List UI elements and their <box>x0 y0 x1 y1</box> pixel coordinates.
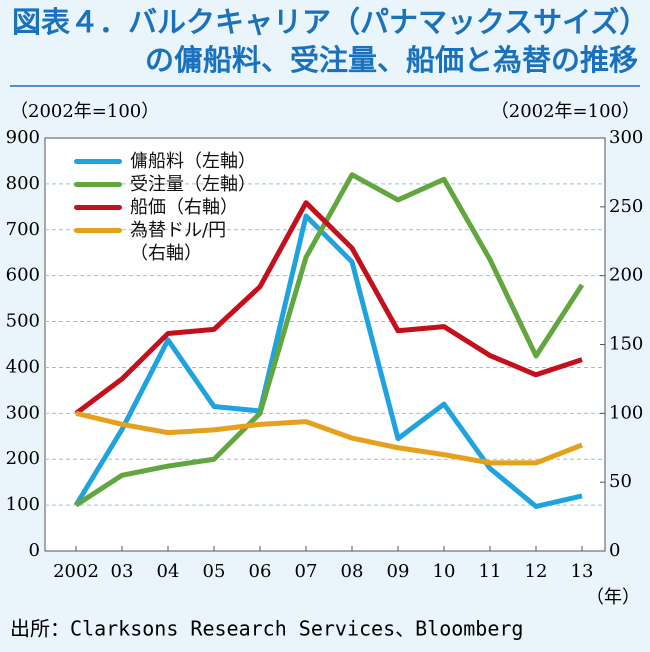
series-line <box>74 200 583 416</box>
legend-item: 受注量（左軸） <box>72 173 292 196</box>
y2-tick-label: 200 <box>609 265 643 286</box>
x-axis-label: （年） <box>586 587 640 608</box>
y2-tick-label: 300 <box>609 127 643 148</box>
y-tick-label: 500 <box>6 311 40 332</box>
legend-label: 受注量（左軸） <box>130 174 256 195</box>
x-tick-label: 2002 <box>53 561 99 582</box>
series-line <box>74 172 585 508</box>
y-tick-label: 800 <box>6 173 40 194</box>
x-tick-label: 05 <box>203 561 226 582</box>
legend-item: 船価（右軸） <box>72 196 292 219</box>
y-tick-label: 600 <box>6 265 40 286</box>
legend-swatch <box>74 159 122 164</box>
x-tick-label: 12 <box>525 561 548 582</box>
y-tick-label: 900 <box>6 127 40 148</box>
y2-axis-label: （2002年=100） <box>491 101 640 122</box>
series-line <box>75 410 583 466</box>
y2-tick-label: 150 <box>609 334 643 355</box>
y2-tick-label: 50 <box>609 471 632 492</box>
legend-label: 為替ドル/円 （右軸） <box>130 220 227 264</box>
x-tick-label: 03 <box>111 561 134 582</box>
y-tick-label: 700 <box>6 219 40 240</box>
x-tick-label: 11 <box>479 561 502 582</box>
legend-swatch <box>74 205 122 210</box>
legend-item: 傭船料（左軸） <box>72 150 292 173</box>
y-tick-label: 0 <box>29 540 40 561</box>
x-tick-label: 08 <box>341 561 364 582</box>
y2-tick-label: 0 <box>609 540 620 561</box>
legend-item: 為替ドル/円 （右軸） <box>72 219 292 265</box>
y-tick-label: 100 <box>6 494 40 515</box>
x-tick-label: 13 <box>571 561 594 582</box>
x-tick-label: 10 <box>433 561 456 582</box>
source: 出所：Clarksons Research Services、Bloomberg <box>10 617 523 641</box>
y-axis-label: （2002年=100） <box>10 101 159 122</box>
x-tick-label: 09 <box>387 561 410 582</box>
chart-subtitle: の傭船料、受注量、船価と為替の推移 <box>145 43 638 77</box>
y-tick-label: 300 <box>6 402 40 423</box>
x-tick-label: 06 <box>249 561 272 582</box>
y2-tick-label: 100 <box>609 402 643 423</box>
y2-tick-label: 250 <box>609 196 643 217</box>
legend-label: 傭船料（左軸） <box>130 151 256 172</box>
y-tick-label: 200 <box>6 448 40 469</box>
chart-title: 図表４．バルクキャリア（パナマックスサイズ） <box>12 5 648 39</box>
legend-swatch <box>74 182 122 187</box>
x-tick-label: 07 <box>295 561 318 582</box>
legend-swatch <box>74 228 122 233</box>
legend-label: 船価（右軸） <box>130 197 238 218</box>
series-line <box>73 213 583 509</box>
x-tick-label: 04 <box>157 561 180 582</box>
plot-area <box>44 137 606 552</box>
legend: 傭船料（左軸） 受注量（左軸） 船価（右軸） 為替ドル/円 （右軸） <box>72 150 292 265</box>
y-tick-label: 400 <box>6 356 40 377</box>
